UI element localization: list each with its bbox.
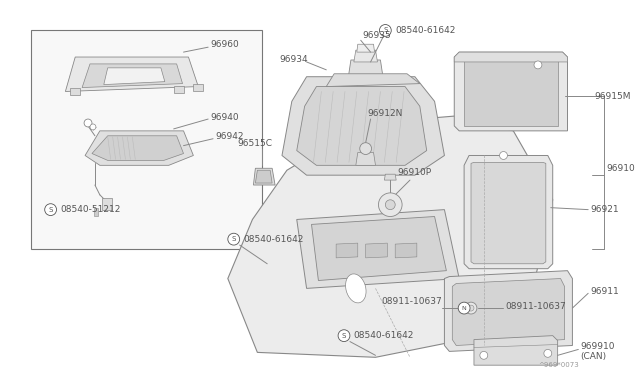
Text: 96942: 96942 xyxy=(215,132,244,141)
Text: 96921: 96921 xyxy=(590,205,619,214)
Text: S: S xyxy=(232,236,236,242)
Circle shape xyxy=(480,352,488,359)
Polygon shape xyxy=(365,243,387,258)
Text: 08540-61642: 08540-61642 xyxy=(354,331,414,340)
Polygon shape xyxy=(326,74,420,87)
Circle shape xyxy=(465,302,477,314)
Text: 08911-10637: 08911-10637 xyxy=(381,297,442,306)
Text: 96960: 96960 xyxy=(210,40,239,49)
Circle shape xyxy=(228,233,239,245)
Text: 96940: 96940 xyxy=(210,113,239,122)
Polygon shape xyxy=(282,77,444,175)
Text: (CAN): (CAN) xyxy=(580,352,607,361)
Polygon shape xyxy=(474,336,557,365)
Polygon shape xyxy=(312,217,446,280)
Polygon shape xyxy=(357,44,374,52)
Polygon shape xyxy=(70,87,80,96)
Polygon shape xyxy=(336,243,358,258)
Circle shape xyxy=(534,61,542,69)
Bar xyxy=(31,31,262,249)
Text: 969910: 969910 xyxy=(580,342,615,351)
Polygon shape xyxy=(385,174,396,180)
Polygon shape xyxy=(228,116,553,357)
Polygon shape xyxy=(65,57,198,92)
Text: 08540-61642: 08540-61642 xyxy=(395,26,456,35)
Text: 96915M: 96915M xyxy=(594,92,630,101)
Text: S: S xyxy=(49,206,53,213)
Circle shape xyxy=(385,200,395,210)
Polygon shape xyxy=(471,162,546,264)
Polygon shape xyxy=(354,50,378,62)
Polygon shape xyxy=(356,153,376,165)
Polygon shape xyxy=(173,86,184,93)
Text: 96910: 96910 xyxy=(606,164,635,173)
Text: 96912N: 96912N xyxy=(367,109,403,118)
Polygon shape xyxy=(297,210,459,288)
Polygon shape xyxy=(85,131,193,165)
Polygon shape xyxy=(94,208,98,215)
Circle shape xyxy=(468,305,474,311)
Circle shape xyxy=(378,193,402,217)
Ellipse shape xyxy=(346,274,366,303)
Polygon shape xyxy=(297,87,427,165)
Text: ^969*0073: ^969*0073 xyxy=(538,362,579,368)
Text: 96935: 96935 xyxy=(363,31,392,40)
Text: 08540-61642: 08540-61642 xyxy=(244,235,304,244)
Text: 96911: 96911 xyxy=(590,287,619,296)
Text: S: S xyxy=(342,333,346,339)
Polygon shape xyxy=(348,60,383,80)
Circle shape xyxy=(458,302,470,314)
Polygon shape xyxy=(444,271,572,352)
Circle shape xyxy=(360,143,372,154)
Text: N: N xyxy=(461,305,467,311)
Polygon shape xyxy=(193,84,204,92)
Circle shape xyxy=(380,25,391,36)
Circle shape xyxy=(84,119,92,127)
Text: 08540-51212: 08540-51212 xyxy=(60,205,121,214)
Circle shape xyxy=(500,151,508,160)
Polygon shape xyxy=(104,68,165,84)
Circle shape xyxy=(544,349,552,357)
Polygon shape xyxy=(454,52,568,131)
Text: 08911-10637: 08911-10637 xyxy=(506,302,566,311)
Polygon shape xyxy=(395,243,417,258)
Polygon shape xyxy=(92,136,184,160)
Text: S: S xyxy=(383,28,388,33)
Circle shape xyxy=(45,204,56,215)
Polygon shape xyxy=(102,198,111,210)
Text: 96910P: 96910P xyxy=(397,168,431,177)
Polygon shape xyxy=(464,155,553,269)
Polygon shape xyxy=(454,52,568,62)
Polygon shape xyxy=(452,279,564,346)
Circle shape xyxy=(338,330,350,341)
Text: 96515C: 96515C xyxy=(237,139,273,148)
Text: 96934: 96934 xyxy=(279,55,308,64)
Circle shape xyxy=(90,124,96,130)
Polygon shape xyxy=(253,168,275,185)
Polygon shape xyxy=(464,60,557,126)
Polygon shape xyxy=(82,64,182,87)
Polygon shape xyxy=(255,170,272,183)
